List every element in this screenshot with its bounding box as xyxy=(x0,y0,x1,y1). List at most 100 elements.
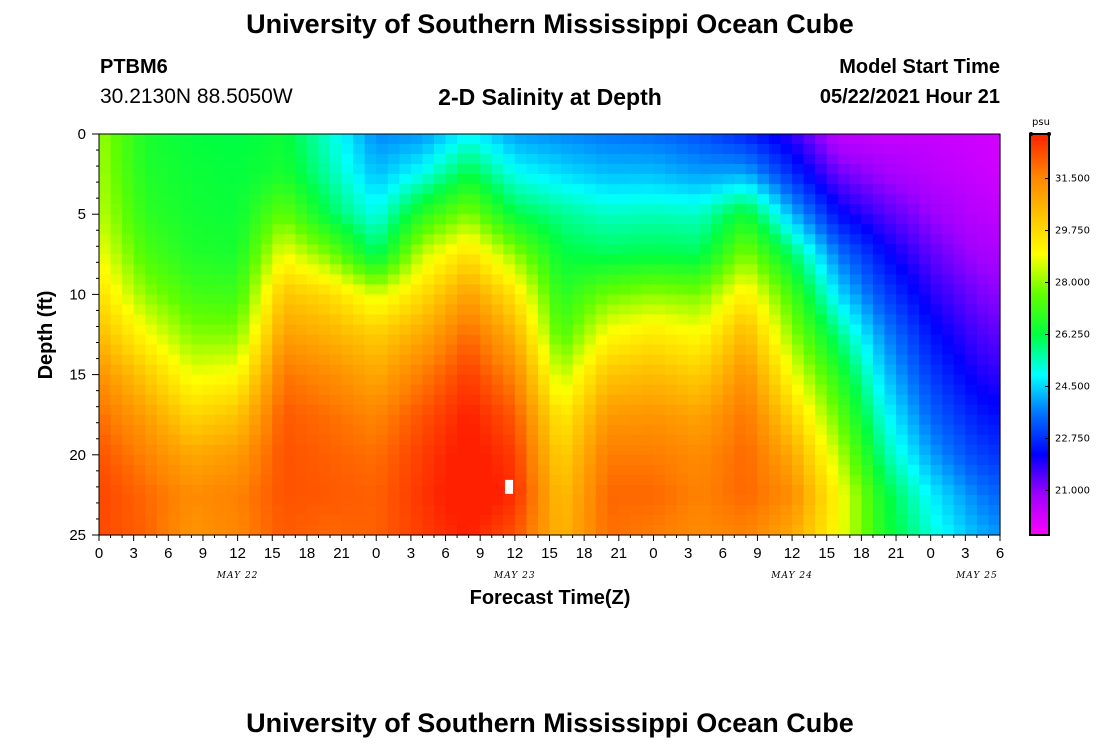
heatmap-cell xyxy=(596,154,608,165)
heatmap-cell xyxy=(838,314,850,325)
heatmap-cell xyxy=(746,174,758,185)
heatmap-cell xyxy=(122,515,134,526)
heatmap-cell xyxy=(330,515,342,526)
heatmap-cell xyxy=(191,495,203,506)
heatmap-cell xyxy=(318,204,330,215)
heatmap-cell xyxy=(942,345,954,356)
heatmap-cell xyxy=(111,314,123,325)
heatmap-cell xyxy=(365,174,377,185)
heatmap-cell xyxy=(815,214,827,225)
heatmap-cell xyxy=(215,264,227,275)
heatmap-cell xyxy=(665,154,677,165)
heatmap-cell xyxy=(226,475,238,486)
heatmap-cell xyxy=(965,375,977,386)
heatmap-cell xyxy=(850,264,862,275)
heatmap-cell xyxy=(815,405,827,416)
heatmap-cell xyxy=(399,465,411,476)
heatmap-cell xyxy=(295,485,307,496)
heatmap-cell xyxy=(815,485,827,496)
heatmap-cell xyxy=(550,254,562,265)
heatmap-cell xyxy=(191,355,203,366)
heatmap-cell xyxy=(226,375,238,386)
heatmap-cell xyxy=(642,194,654,205)
heatmap-cell xyxy=(330,274,342,285)
heatmap-cell xyxy=(318,465,330,476)
heatmap-cell xyxy=(573,274,585,285)
heatmap-cell xyxy=(134,455,146,466)
heatmap-cell xyxy=(365,445,377,456)
heatmap-cell xyxy=(353,455,365,466)
heatmap-cell xyxy=(977,475,989,486)
heatmap-cell xyxy=(815,445,827,456)
heatmap-cell xyxy=(318,395,330,406)
heatmap-cell xyxy=(284,455,296,466)
heatmap-cell xyxy=(700,204,712,215)
heatmap-cell xyxy=(711,274,723,285)
heatmap-cell xyxy=(988,405,1000,416)
heatmap-cell xyxy=(480,284,492,295)
heatmap-cell xyxy=(457,144,469,155)
heatmap-cell xyxy=(804,475,816,486)
heatmap-cell xyxy=(965,234,977,245)
heatmap-cell xyxy=(480,134,492,145)
heatmap-cell xyxy=(469,144,481,155)
heatmap-cell xyxy=(134,435,146,446)
heatmap-cell xyxy=(573,134,585,145)
heatmap-cell xyxy=(677,134,689,145)
heatmap-cell xyxy=(861,244,873,255)
heatmap-cell xyxy=(734,284,746,295)
heatmap-cell xyxy=(272,495,284,506)
heatmap-cell xyxy=(804,304,816,315)
heatmap-cell xyxy=(827,234,839,245)
heatmap-cell xyxy=(261,154,273,165)
heatmap-cell xyxy=(249,395,261,406)
heatmap-cell xyxy=(630,204,642,215)
heatmap-cell xyxy=(965,485,977,496)
heatmap-cell xyxy=(734,475,746,486)
heatmap-cell xyxy=(388,435,400,446)
heatmap-cell xyxy=(318,194,330,205)
heatmap-cell xyxy=(122,274,134,285)
heatmap-cell xyxy=(757,294,769,305)
heatmap-cell xyxy=(411,324,423,335)
heatmap-cell xyxy=(954,455,966,466)
heatmap-cell xyxy=(746,515,758,526)
heatmap-cell xyxy=(469,505,481,516)
heatmap-cell xyxy=(526,375,538,386)
heatmap-cell xyxy=(781,184,793,195)
heatmap-cell xyxy=(596,224,608,235)
heatmap-cell xyxy=(954,415,966,426)
heatmap-cell xyxy=(942,274,954,285)
heatmap-cell xyxy=(584,515,596,526)
heatmap-cell xyxy=(804,274,816,285)
heatmap-cell xyxy=(688,144,700,155)
heatmap-cell xyxy=(180,134,192,145)
heatmap-cell xyxy=(584,234,596,245)
heatmap-cell xyxy=(238,294,250,305)
heatmap-cell xyxy=(584,134,596,145)
heatmap-cell xyxy=(469,264,481,275)
heatmap-cell xyxy=(607,505,619,516)
heatmap-cell xyxy=(769,395,781,406)
heatmap-cell xyxy=(919,214,931,225)
heatmap-cell xyxy=(469,254,481,265)
heatmap-cell xyxy=(215,154,227,165)
heatmap-cell xyxy=(515,244,527,255)
heatmap-cell xyxy=(630,234,642,245)
heatmap-cell xyxy=(804,355,816,366)
heatmap-cell xyxy=(873,525,885,536)
heatmap-cell xyxy=(746,455,758,466)
heatmap-cell xyxy=(515,385,527,396)
heatmap-cell xyxy=(688,425,700,436)
heatmap-cell xyxy=(804,395,816,406)
heatmap-cell xyxy=(746,224,758,235)
heatmap-cell xyxy=(249,164,261,175)
heatmap-cell xyxy=(215,515,227,526)
heatmap-cell xyxy=(746,134,758,145)
heatmap-cell xyxy=(168,465,180,476)
heatmap-cell xyxy=(157,224,169,235)
heatmap-cell xyxy=(215,345,227,356)
heatmap-cell xyxy=(711,324,723,335)
heatmap-cell xyxy=(850,224,862,235)
heatmap-cell xyxy=(781,174,793,185)
